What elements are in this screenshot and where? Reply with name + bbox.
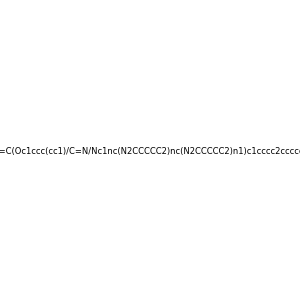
Text: O=C(Oc1ccc(cc1)/C=N/Nc1nc(N2CCCCC2)nc(N2CCCCC2)n1)c1cccc2ccccc12: O=C(Oc1ccc(cc1)/C=N/Nc1nc(N2CCCCC2)nc(N2… — [0, 147, 300, 156]
